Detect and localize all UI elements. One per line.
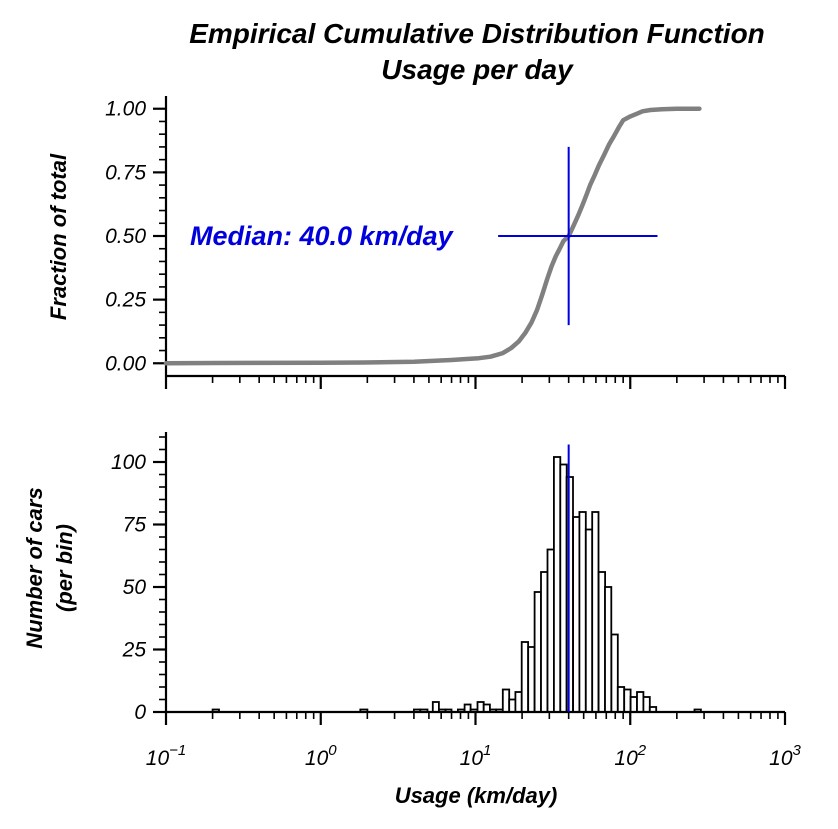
bottom-y-tick-label: 100 [111,451,146,474]
top-y-tick-label: 0.25 [105,289,146,312]
chart-title: Empirical Cumulative Distribution Functi… [189,18,765,49]
ecdf-panel: 0.00 0.25 0.50 0.75 1.00 Median: 40.0 km/day [105,96,787,389]
top-y-tick-label: 1.00 [105,98,146,121]
histogram-bar [623,688,632,713]
chart-subtitle: Usage per day [381,54,574,85]
bottom-y-tick-label: 50 [123,576,147,599]
histogram-panel: 0 25 50 75 100 10−1 100 101 102 103 [111,432,802,770]
histogram-bar [610,633,619,713]
histogram-bar [591,511,600,713]
bottom-y-axis-label-line1: Number of cars [22,487,47,648]
x-tick-label: 100 [305,742,337,770]
histogram-bar [520,641,530,713]
histogram-bar [501,688,511,713]
histogram-bar [572,516,581,713]
histogram-bar [629,696,638,713]
x-tick-label: 10−1 [146,742,186,770]
top-y-axis-label: Fraction of total [46,153,71,320]
histogram-bar [508,698,517,713]
bottom-y-tick-label: 0 [134,701,146,724]
histogram-bar [636,691,645,713]
histogram-bar [546,548,555,713]
histogram-bar [578,511,587,713]
top-y-tick-label: 0.75 [105,161,146,184]
bottom-y-tick-label: 25 [122,639,147,662]
histogram-bar [616,686,626,713]
x-tick-label: 102 [614,742,646,770]
histogram-bar [540,571,549,713]
bottom-y-tick-label: 75 [123,514,147,537]
histogram-bar [533,591,542,713]
x-tick-label: 101 [460,742,492,770]
x-axis-label: Usage (km/day) [395,783,558,808]
bottom-y-axis-label-line2: (per bin) [52,524,77,612]
histogram-bar [565,476,574,713]
histogram-bar [642,696,651,713]
histogram-bar [482,703,491,713]
ecdf-line [163,106,702,366]
histogram-bar [463,703,472,713]
histogram-bar [527,646,536,713]
x-tick-label: 103 [769,742,801,770]
top-y-tick-label: 0.50 [105,225,146,248]
histogram-bar [553,456,562,713]
histogram-bar [476,701,485,713]
top-y-tick-label: 0.00 [105,352,146,375]
histogram-bar [431,701,440,713]
histogram-bar [604,586,613,713]
median-annotation: Median: 40.0 km/day [190,221,455,251]
